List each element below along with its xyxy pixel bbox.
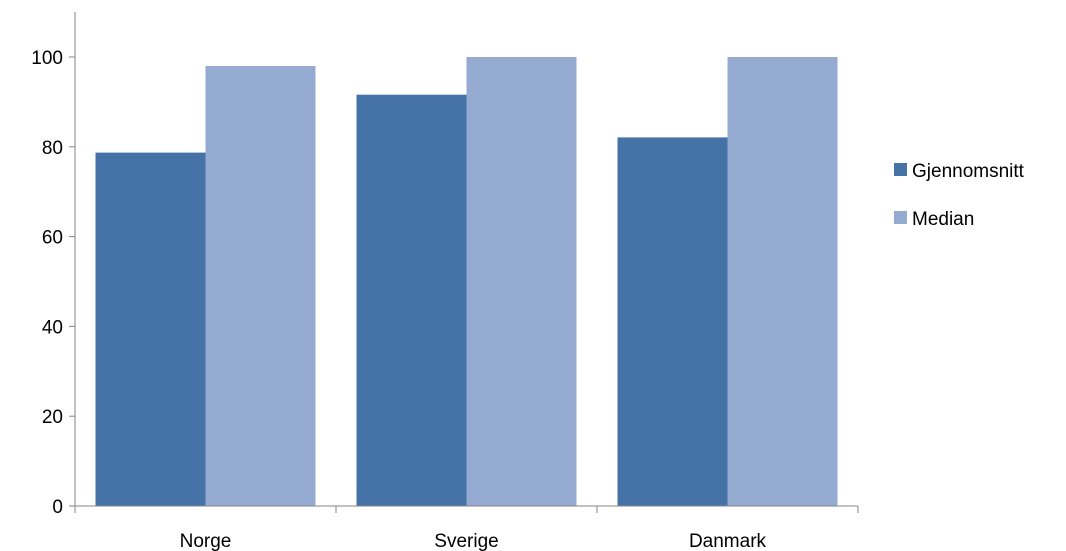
bar-gjennomsnitt-norge xyxy=(96,153,206,506)
y-tick-label: 100 xyxy=(31,48,63,69)
legend-swatch-gjennomsnitt xyxy=(894,163,907,176)
x-category-label: Danmark xyxy=(689,531,767,551)
y-tick-label: 40 xyxy=(42,317,63,338)
y-tick-label: 60 xyxy=(42,228,63,249)
bar-median-sverige xyxy=(467,57,577,506)
bar-gjennomsnitt-danmark xyxy=(618,137,728,506)
legend-label-median: Median xyxy=(912,209,974,230)
x-category-label: Norge xyxy=(180,531,232,551)
y-axis-ticks: 0 20 40 60 80 100 xyxy=(31,48,75,518)
bars-group xyxy=(96,57,838,506)
legend-swatch-median xyxy=(894,211,907,224)
bar-median-norge xyxy=(206,66,316,506)
plot-area: 0 20 40 60 80 100 Norge Sverige Danmark xyxy=(31,12,858,551)
legend-label-gjennomsnitt: Gjennomsnitt xyxy=(912,161,1025,182)
legend: Gjennomsnitt Median xyxy=(894,161,1025,230)
y-tick-label: 0 xyxy=(52,497,63,518)
x-category-label: Sverige xyxy=(434,531,498,551)
y-tick-label: 80 xyxy=(42,138,63,159)
bar-gjennomsnitt-sverige xyxy=(357,95,467,506)
bar-median-danmark xyxy=(728,57,838,506)
x-axis-ticks: Norge Sverige Danmark xyxy=(75,506,858,551)
y-tick-label: 20 xyxy=(42,407,63,428)
